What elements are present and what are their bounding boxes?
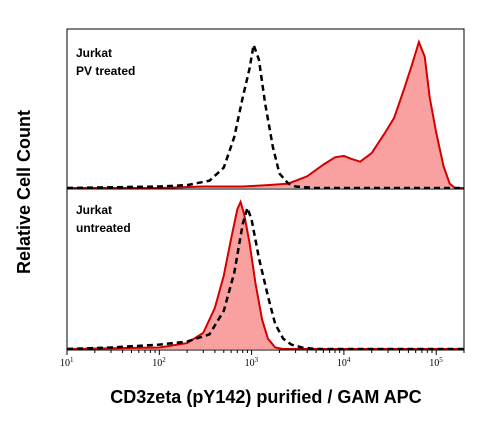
x-tick-label: 102 [152, 356, 166, 369]
panel-bottom-label-line1: Jurkat [76, 203, 112, 217]
panel-bottom-label-line2: untreated [76, 221, 131, 235]
panel-top-curves [66, 38, 464, 190]
x-tick-label: 103 [245, 356, 259, 369]
y-axis-title: Relative Cell Count [14, 110, 34, 274]
panel-top-label-line2: PV treated [76, 64, 135, 78]
x-tick-label: 104 [337, 356, 351, 369]
panel-top-stained-line [67, 38, 464, 189]
panel-bottom-stained-line [66, 199, 464, 350]
x-axis-title: CD3zeta (pY142) purified / GAM APC [110, 387, 421, 407]
x-tick-label: 101 [60, 356, 74, 369]
panel-bottom-curves [66, 199, 464, 351]
panel-top-label-line1: Jurkat [76, 46, 112, 60]
x-axis-ticks: 101 102 103 104 105 [60, 350, 465, 369]
x-tick-label: 105 [429, 356, 443, 369]
panel-bottom-control-line [66, 203, 464, 351]
panel-top-control-line [66, 40, 464, 190]
